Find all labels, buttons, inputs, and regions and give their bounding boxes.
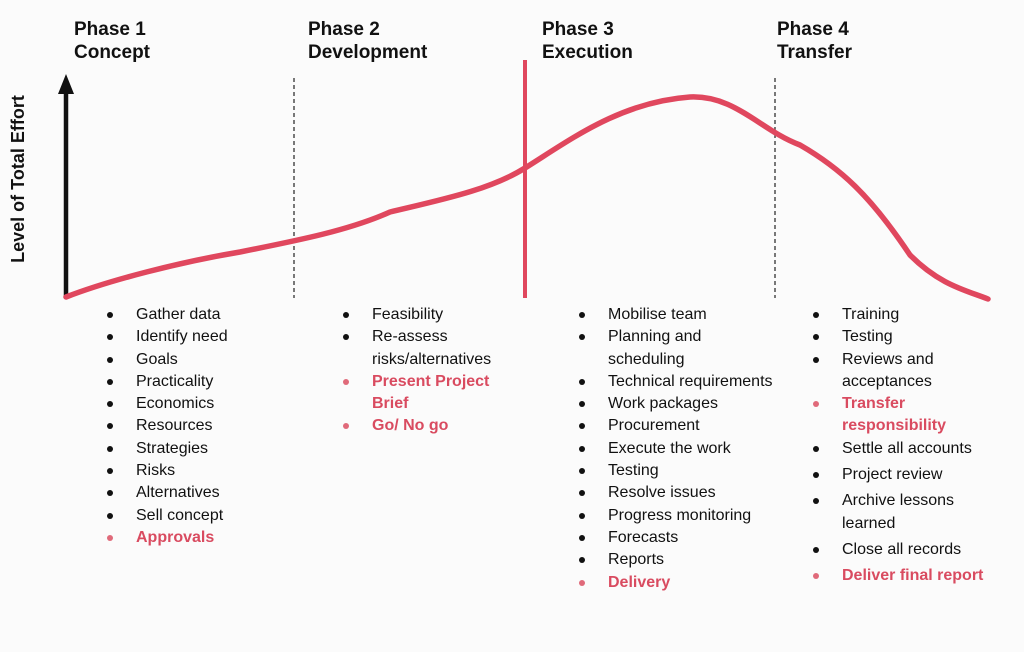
task-item: Testing — [574, 460, 774, 482]
task-item: Sell concept — [102, 505, 282, 527]
task-item: Progress monitoring — [574, 505, 774, 527]
task-item: Forecasts — [574, 527, 774, 549]
phase-3-number: Phase 3 — [542, 19, 614, 40]
task-item: Approvals — [102, 527, 282, 549]
task-item: Execute the work — [574, 438, 774, 460]
task-item: Reports — [574, 549, 774, 571]
phase-1-title: Phase 1 Concept — [74, 18, 150, 64]
task-item: Reviews and acceptances — [808, 349, 1008, 394]
task-item: Deliver final report — [808, 565, 1008, 587]
phase-3-task-list: Mobilise team Planning and scheduling Tech… — [574, 304, 774, 594]
task-item: Archive lessons learned — [808, 490, 1008, 535]
task-item: Gather data — [102, 304, 282, 326]
phase-2-number: Phase 2 — [308, 19, 380, 40]
task-item: Economics — [102, 393, 282, 415]
task-item: Alternatives — [102, 482, 282, 504]
y-axis-arrow-icon — [58, 74, 74, 94]
task-item: Planning and scheduling — [574, 326, 774, 371]
effort-curve — [63, 94, 991, 302]
task-item: Transfer responsibility — [808, 393, 1008, 438]
phase-1-task-list: Gather data Identify need Goals Practicalit… — [102, 304, 282, 549]
phase-2-title: Phase 2 Development — [308, 18, 427, 64]
task-item: Practicality — [102, 371, 282, 393]
phase-1-name: Concept — [74, 42, 150, 63]
phase-3-name: Execution — [542, 42, 633, 63]
phase-4-number: Phase 4 — [777, 19, 849, 40]
task-item: Work packages — [574, 393, 774, 415]
task-item: Resolve issues — [574, 482, 774, 504]
task-item: Project review — [808, 464, 1008, 486]
phase-1-number: Phase 1 — [74, 19, 146, 40]
task-item: Risks — [102, 460, 282, 482]
task-item: Procurement — [574, 415, 774, 437]
phase-4-name: Transfer — [777, 42, 852, 63]
task-item: Settle all accounts — [808, 438, 1008, 460]
task-item: Technical requirements — [574, 371, 774, 393]
phase-2-task-list: Feasibility Re-assess risks/alternatives P… — [338, 304, 528, 438]
task-item: Mobilise team — [574, 304, 774, 326]
task-item: Feasibility — [338, 304, 528, 326]
task-item: Resources — [102, 415, 282, 437]
phase-2-name: Development — [308, 42, 428, 63]
task-item: Delivery — [574, 572, 774, 594]
phase-4-task-list: Training Testing Reviews and acceptances Tr… — [808, 304, 1008, 588]
phase-4-title: Phase 4 Transfer — [777, 18, 852, 64]
task-item: Testing — [808, 326, 1008, 348]
task-item: Re-assess risks/alternatives — [338, 326, 528, 371]
task-item: Present Project Brief — [338, 371, 528, 416]
task-item: Training — [808, 304, 1008, 326]
task-item: Go/ No go — [338, 415, 528, 437]
task-item: Identify need — [102, 326, 282, 348]
phase-3-title: Phase 3 Execution — [542, 18, 633, 64]
task-item: Close all records — [808, 539, 1008, 561]
task-item: Strategies — [102, 438, 282, 460]
task-item: Goals — [102, 349, 282, 371]
